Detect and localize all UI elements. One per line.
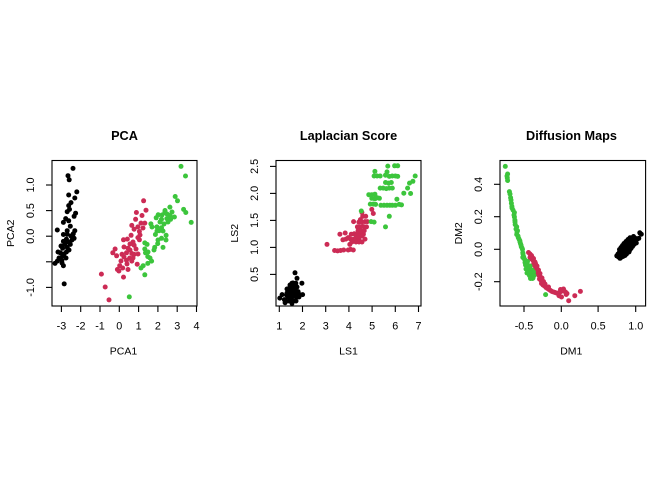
svg-text:3: 3: [174, 321, 180, 333]
svg-text:PCA: PCA: [111, 129, 138, 143]
svg-text:1.0: 1.0: [25, 177, 37, 192]
svg-text:PCA1: PCA1: [110, 346, 138, 358]
svg-text:1.0: 1.0: [628, 321, 643, 333]
svg-text:Laplacian Score: Laplacian Score: [300, 129, 397, 143]
svg-text:-0.5: -0.5: [515, 321, 534, 333]
svg-text:1: 1: [276, 321, 282, 333]
svg-text:3: 3: [323, 321, 329, 333]
svg-text:-1.0: -1.0: [25, 278, 37, 297]
svg-text:-3: -3: [57, 321, 67, 333]
svg-text:LS2: LS2: [229, 224, 241, 243]
svg-text:5: 5: [369, 321, 375, 333]
svg-text:2: 2: [155, 321, 161, 333]
svg-text:0.5: 0.5: [591, 321, 606, 333]
svg-text:DM2: DM2: [453, 222, 465, 244]
svg-text:4: 4: [193, 321, 199, 333]
svg-text:0.4: 0.4: [473, 177, 485, 192]
svg-text:0.0: 0.0: [25, 229, 37, 244]
svg-text:0.0: 0.0: [554, 321, 569, 333]
svg-text:7: 7: [415, 321, 421, 333]
svg-text:0.0: 0.0: [473, 242, 485, 257]
svg-text:4: 4: [346, 321, 352, 333]
svg-text:0.2: 0.2: [473, 209, 485, 224]
svg-text:DM1: DM1: [560, 346, 582, 358]
svg-text:LS1: LS1: [339, 346, 358, 358]
svg-text:6: 6: [392, 321, 398, 333]
svg-text:0.5: 0.5: [249, 267, 261, 282]
svg-text:1.5: 1.5: [249, 213, 261, 228]
svg-text:2.5: 2.5: [249, 159, 261, 174]
svg-text:PCA2: PCA2: [5, 219, 17, 247]
svg-text:-0.2: -0.2: [473, 272, 485, 291]
svg-text:1.0: 1.0: [249, 240, 261, 255]
svg-text:0: 0: [116, 321, 122, 333]
svg-text:2.0: 2.0: [249, 186, 261, 201]
svg-text:-1: -1: [95, 321, 105, 333]
svg-text:-2: -2: [76, 321, 86, 333]
svg-text:2: 2: [299, 321, 305, 333]
svg-text:Diffusion Maps: Diffusion Maps: [526, 129, 617, 143]
svg-text:0.5: 0.5: [25, 203, 37, 218]
svg-text:1: 1: [136, 321, 142, 333]
